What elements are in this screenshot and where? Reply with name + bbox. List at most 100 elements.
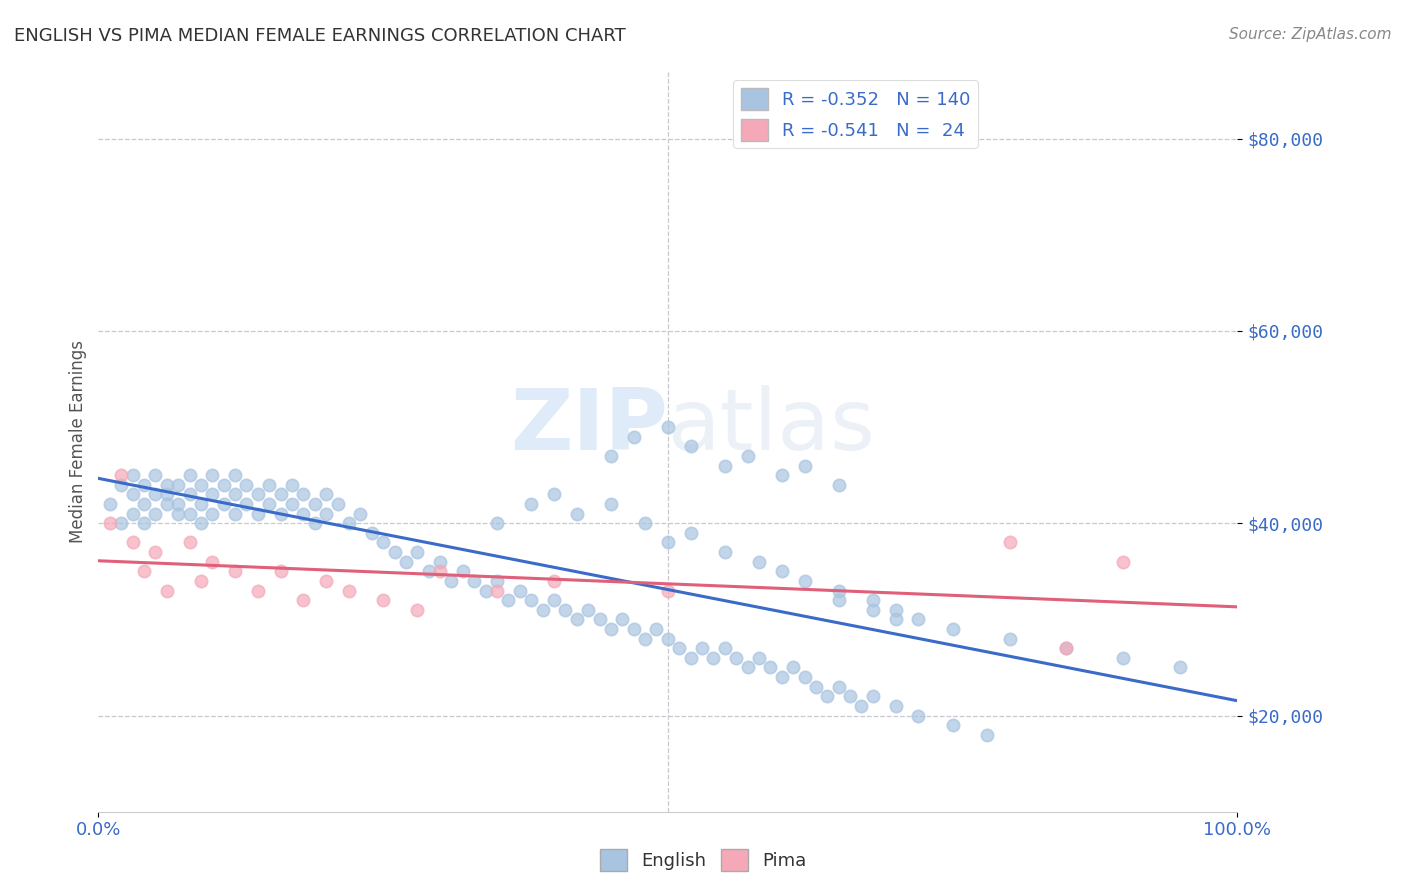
Point [167, 497, 190, 511]
Point [304, 516, 326, 531]
Point [190, 574, 212, 588]
Point [657, 420, 679, 434]
Point [907, 708, 929, 723]
Point [259, 497, 281, 511]
Point [145, 468, 167, 483]
Point [543, 487, 565, 501]
Point [1054, 641, 1078, 656]
Point [201, 555, 224, 569]
Point [679, 525, 702, 540]
Point [406, 545, 429, 559]
Point [1054, 641, 1078, 656]
Point [212, 478, 235, 492]
Point [201, 507, 224, 521]
Point [190, 478, 212, 492]
Point [179, 487, 201, 501]
Point [145, 507, 167, 521]
Point [270, 507, 292, 521]
Point [463, 574, 485, 588]
Point [429, 555, 451, 569]
Point [281, 497, 304, 511]
Point [600, 622, 623, 636]
Point [759, 660, 782, 674]
Point [201, 487, 224, 501]
Y-axis label: Median Female Earnings: Median Female Earnings [69, 340, 87, 543]
Point [156, 487, 179, 501]
Point [782, 660, 804, 674]
Point [770, 670, 793, 684]
Point [634, 632, 657, 646]
Point [1112, 555, 1135, 569]
Point [748, 651, 770, 665]
Point [110, 478, 132, 492]
Point [179, 507, 201, 521]
Point [1170, 660, 1192, 674]
Point [270, 487, 292, 501]
Point [145, 545, 167, 559]
Point [235, 478, 257, 492]
Point [190, 516, 212, 531]
Point [862, 690, 884, 704]
Point [793, 670, 815, 684]
Point [337, 516, 360, 531]
Point [98, 497, 121, 511]
Point [657, 535, 679, 549]
Point [167, 478, 190, 492]
Point [156, 583, 179, 598]
Point [884, 612, 907, 626]
Point [235, 497, 257, 511]
Point [179, 468, 201, 483]
Point [292, 507, 315, 521]
Point [998, 535, 1021, 549]
Point [884, 698, 907, 713]
Point [246, 583, 269, 598]
Point [121, 535, 143, 549]
Point [714, 641, 737, 656]
Point [406, 603, 429, 617]
Point [565, 612, 588, 626]
Point [657, 583, 679, 598]
Point [179, 535, 201, 549]
Point [976, 728, 998, 742]
Point [315, 487, 337, 501]
Point [828, 593, 851, 607]
Point [509, 583, 531, 598]
Point [371, 535, 394, 549]
Point [281, 478, 304, 492]
Point [132, 478, 155, 492]
Point [657, 632, 679, 646]
Point [645, 622, 668, 636]
Point [748, 555, 770, 569]
Point [395, 555, 418, 569]
Point [690, 641, 713, 656]
Point [224, 487, 246, 501]
Point [474, 583, 496, 598]
Point [588, 612, 610, 626]
Text: Source: ZipAtlas.com: Source: ZipAtlas.com [1229, 27, 1392, 42]
Point [851, 698, 873, 713]
Point [121, 468, 143, 483]
Point [907, 612, 929, 626]
Point [132, 497, 155, 511]
Point [612, 612, 634, 626]
Point [486, 574, 509, 588]
Point [429, 565, 451, 579]
Point [543, 593, 565, 607]
Point [793, 574, 815, 588]
Point [360, 525, 382, 540]
Point [121, 487, 143, 501]
Point [770, 468, 793, 483]
Point [132, 565, 155, 579]
Point [98, 516, 121, 531]
Point [304, 497, 326, 511]
Point [498, 593, 520, 607]
Point [828, 478, 851, 492]
Legend: English, Pima: English, Pima [592, 842, 814, 879]
Point [531, 603, 554, 617]
Point [576, 603, 599, 617]
Point [600, 449, 623, 463]
Point [565, 507, 588, 521]
Point [942, 622, 965, 636]
Point [668, 641, 690, 656]
Point [156, 478, 179, 492]
